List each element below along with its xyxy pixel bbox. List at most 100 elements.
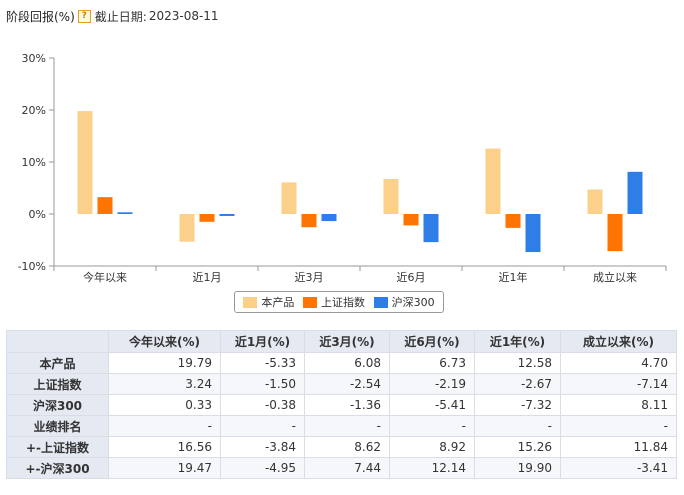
table-cell: 12.14 (389, 457, 475, 479)
table-cell: -1.36 (304, 394, 390, 416)
legend-item-hs300[interactable]: 沪深300 (373, 294, 435, 310)
table-cell: 19.90 (474, 457, 561, 479)
table-cell: 6.73 (389, 352, 475, 374)
table-header-6m: 近6月(%) (389, 330, 475, 353)
y-tick-label: 0% (29, 208, 46, 221)
bar-sh-index[interactable] (403, 214, 419, 226)
bar-product[interactable] (179, 214, 195, 242)
bar-sh-index[interactable] (199, 214, 215, 222)
chart-title: 阶段回报(%) (6, 9, 75, 24)
table-row-label: 本产品 (6, 352, 109, 374)
y-tick-label: -10% (18, 260, 46, 273)
table-cell: - (108, 415, 221, 437)
returns-table: 今年以来(%) 近1月(%) 近3月(%) 近6月(%) 近1年(%) 成立以来… (6, 330, 677, 479)
table-cell: 4.70 (560, 352, 677, 374)
table-row: +-沪深300 19.47 -4.95 7.44 12.14 19.90 -3.41 (6, 457, 677, 479)
table-header-1m: 近1月(%) (220, 330, 305, 353)
table-cell: -7.32 (474, 394, 561, 416)
legend-swatch-sh-index (302, 296, 317, 308)
bar-product[interactable] (77, 111, 93, 214)
table-cell: 11.84 (560, 436, 677, 458)
bar-sh-index[interactable] (301, 214, 317, 228)
y-tick-label: 20% (22, 104, 46, 117)
bar-sh-index[interactable] (505, 214, 521, 228)
bar-hs300[interactable] (321, 214, 337, 222)
table-row: 上证指数 3.24 -1.50 -2.54 -2.19 -2.67 -7.14 (6, 373, 677, 395)
x-tick-label: 近3月 (295, 271, 324, 284)
legend-label-hs300: 沪深300 (391, 296, 435, 309)
table-cell: 19.79 (108, 352, 221, 374)
bar-sh-index[interactable] (97, 197, 113, 214)
table-cell: -2.19 (389, 373, 475, 395)
table-cell: -5.33 (220, 352, 305, 374)
table-header-1y: 近1年(%) (474, 330, 561, 353)
table-row-label: +-沪深300 (6, 457, 109, 479)
table-cell: -0.38 (220, 394, 305, 416)
bar-product[interactable] (281, 182, 297, 214)
table-row-label: 上证指数 (6, 373, 109, 395)
table-cell: -2.67 (474, 373, 561, 395)
date-label: 截止日期: (94, 9, 147, 24)
table-row: 本产品 19.79 -5.33 6.08 6.73 12.58 4.70 (6, 352, 677, 374)
legend-label-product: 本产品 (261, 296, 295, 309)
table-cell: 12.58 (474, 352, 561, 374)
x-tick-label: 近1月 (193, 271, 222, 284)
table-cell: -3.41 (560, 457, 677, 479)
table-cell: - (389, 415, 475, 437)
table-cell: 8.62 (304, 436, 390, 458)
bar-sh-index[interactable] (607, 214, 623, 252)
table-header-3m: 近3月(%) (304, 330, 390, 353)
x-tick-label: 近1年 (499, 270, 528, 284)
table-cell: 19.47 (108, 457, 221, 479)
table-cell: - (474, 415, 561, 437)
table-cell: 15.26 (474, 436, 561, 458)
legend-swatch-hs300 (373, 296, 388, 308)
y-tick-label: 30% (22, 52, 46, 65)
table-cell: -7.14 (560, 373, 677, 395)
table-row-label: +-上证指数 (6, 436, 109, 458)
help-icon[interactable]: ? (77, 9, 91, 23)
table-row-label: 沪深300 (6, 394, 109, 416)
table-cell: 8.11 (560, 394, 677, 416)
x-tick-label: 今年以来 (83, 270, 127, 284)
legend-item-product[interactable]: 本产品 (243, 294, 294, 310)
table-cell: 0.33 (108, 394, 221, 416)
bar-product[interactable] (587, 189, 603, 214)
x-tick-label: 成立以来 (593, 270, 637, 284)
table-cell: 6.08 (304, 352, 390, 374)
returns-bar-chart: 30% 20% 10% 0% -10% 今年以来 近1月 近3月 近6月 近1年 成立以来 (18, 52, 667, 284)
legend-label-sh-index: 上证指数 (320, 296, 365, 309)
legend-item-sh-index[interactable]: 上证指数 (302, 294, 365, 310)
chart-header: 阶段回报(%) ? 截止日期: 2023-08-11 (6, 6, 219, 26)
chart-legend: 本产品 上证指数 沪深300 (234, 291, 444, 313)
y-tick-label: 10% (22, 156, 46, 169)
table-row: 沪深300 0.33 -0.38 -1.36 -5.41 -7.32 8.11 (6, 394, 677, 416)
table-cell: -5.41 (389, 394, 475, 416)
x-tick-label: 近6月 (397, 271, 426, 284)
bar-hs300[interactable] (219, 214, 235, 216)
table-header-since-inception: 成立以来(%) (560, 330, 677, 353)
bar-product[interactable] (485, 148, 501, 214)
table-row: +-上证指数 16.56 -3.84 8.62 8.92 15.26 11.84 (6, 436, 677, 458)
table-header-row: 今年以来(%) 近1月(%) 近3月(%) 近6月(%) 近1年(%) 成立以来… (6, 330, 677, 353)
table-cell: -3.84 (220, 436, 305, 458)
table-cell: 3.24 (108, 373, 221, 395)
table-cell: -2.54 (304, 373, 390, 395)
bar-hs300[interactable] (627, 171, 643, 214)
bar-hs300[interactable] (525, 214, 541, 253)
bar-hs300[interactable] (117, 212, 133, 214)
table-cell: 16.56 (108, 436, 221, 458)
table-row-label: 业绩排名 (6, 415, 109, 437)
table-header-corner (6, 330, 109, 353)
table-cell: 7.44 (304, 457, 390, 479)
table-cell: - (560, 415, 677, 437)
bar-product[interactable] (383, 179, 399, 214)
table-cell: - (220, 415, 305, 437)
table-header-ytd: 今年以来(%) (108, 330, 221, 353)
table-cell: -1.50 (220, 373, 305, 395)
table-cell: 8.92 (389, 436, 475, 458)
table-cell: - (304, 415, 390, 437)
date-value: 2023-08-11 (148, 9, 219, 23)
table-row: 业绩排名 - - - - - - (6, 415, 677, 437)
bar-hs300[interactable] (423, 214, 439, 243)
